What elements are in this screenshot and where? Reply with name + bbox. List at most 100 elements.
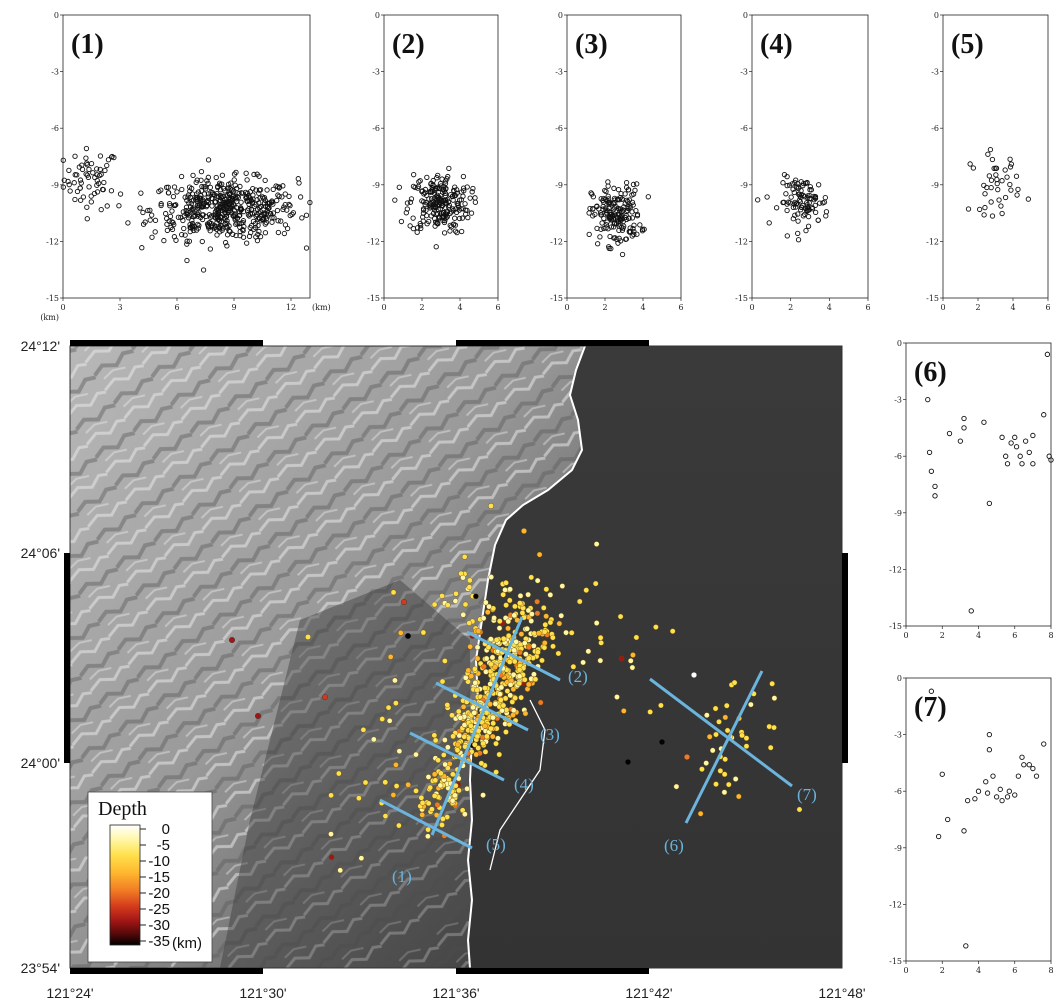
hypocenter-point [247,224,253,231]
hypocenter-point [597,234,603,240]
epicenter-dot [540,605,547,611]
hypocenter-point [805,213,812,220]
epicenter-dot [475,745,481,751]
hypocenter-point [784,173,790,180]
hypocenter-point [999,178,1005,184]
epicenter-dot [771,724,777,731]
hypocenter-point [431,195,438,201]
hypocenter-point [452,228,459,234]
hypocenter-point [99,186,106,193]
epicenter-dot [473,751,480,758]
hypocenter-point [224,243,230,249]
y-tick-label: -9 [51,181,59,190]
epicenter-dot [468,673,475,679]
hypocenter-point [117,191,124,197]
epicenter-dot [387,654,394,660]
hypocenter-point [1030,432,1036,439]
hypocenter-point [935,833,942,840]
epicenter-dot [482,685,488,691]
hypocenter-point [86,166,92,173]
hypocenter-point [189,217,195,224]
epicenter-dot [336,770,342,777]
hypocenter-point [246,213,252,219]
x-tick-label: 9 [231,303,236,312]
hypocenter-point [435,220,441,226]
hypocenter-point [183,204,190,210]
hypocenter-point [190,197,197,203]
epicenter-dot [442,737,448,743]
hypocenter-point [1014,192,1020,198]
epicenter-dot [492,701,499,707]
epicenter-dot [390,792,397,798]
epicenter-dot [442,761,448,768]
epicenter-dot [535,649,541,655]
x-tick-label: 4 [976,966,981,975]
epicenter-dot [518,694,524,701]
x-tick-label: 4 [640,303,645,312]
hypocenter-point [416,179,422,185]
hypocenter-point [795,185,801,192]
hypocenter-point [410,215,416,221]
epicenter-dot [684,754,691,761]
hypocenter-point [216,209,222,215]
epicenter-dot [393,700,399,706]
epicenter-dot [580,659,586,666]
section-frame [751,14,869,299]
hypocenter-point [613,204,619,210]
hypocenter-point [248,206,255,212]
epicenter-dot [509,699,516,705]
epicenter-dot [723,702,730,709]
hypocenter-point [94,189,101,195]
hypocenter-point [307,199,313,206]
hypocenter-point [208,195,215,201]
hypocenter-point [139,245,145,251]
y-tick-label: -6 [894,452,902,461]
epicenter-dot [322,694,329,701]
hypocenter-point [417,222,424,229]
x-tick-label: 3 [117,303,122,312]
section-frame [62,14,311,299]
hypocenter-point [632,187,638,193]
hypocenter-point [184,241,190,247]
hypocenter-point [233,221,239,227]
hypocenter-point [624,207,631,214]
epicenter-dot [462,811,468,817]
hypocenter-point [237,232,243,239]
profile-line [409,731,505,782]
hypocenter-point [447,222,453,229]
hypocenter-point [227,185,234,192]
epicenter-dot [516,680,523,687]
hypocenter-point [990,773,996,779]
hypocenter-point [804,204,810,210]
hypocenter-point [138,190,144,196]
hypocenter-point [281,204,287,210]
y-tick-label: -15 [46,294,59,303]
hypocenter-point [246,233,253,239]
cross-section: 0-3-6-9-12-150 2 4 6 8(7) [889,674,1053,975]
hypocenter-point [795,230,801,237]
hypocenter-point [279,194,285,200]
hypocenter-point [1004,461,1011,467]
longitude-label: 121°30' [239,985,286,1001]
epicenter-dot [413,788,419,794]
epicenter-dot [461,733,468,740]
hypocenter-point [205,180,211,186]
hypocenter-point [592,211,598,217]
hypocenter-point [90,170,96,176]
legend-tick-label: 0 [162,821,170,838]
x-tick-label: 4 [457,303,462,312]
epicenter-dot [452,792,458,799]
section-frame [942,14,1049,299]
epicenter-dot [697,810,704,817]
hypocenter-point [983,779,989,785]
hypocenter-point [66,182,72,188]
epicenter-dot [392,677,398,684]
epicenter-dot [725,781,732,788]
epicenter-dot [484,609,491,615]
hypocenter-point [800,213,807,219]
hypocenter-point [420,207,427,213]
epicenter-dot [722,756,728,763]
y-tick-label: 0 [743,11,748,20]
hypocenter-point [459,215,466,221]
hypocenter-point [243,170,249,176]
